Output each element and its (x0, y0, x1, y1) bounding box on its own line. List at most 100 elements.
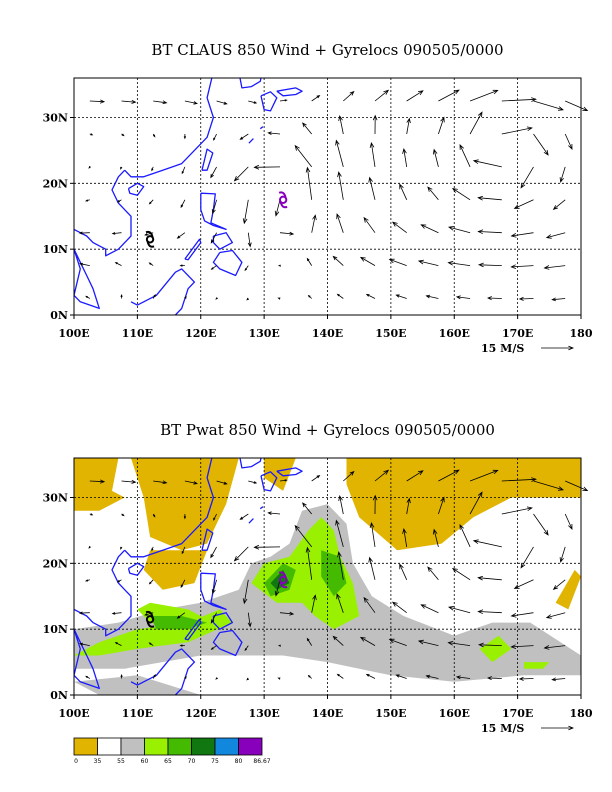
wind-arrow (438, 496, 445, 515)
y-tick-label: 30N (43, 492, 68, 505)
wind-arrow (247, 612, 252, 628)
shade-region (264, 458, 296, 491)
wind-arrow (213, 513, 217, 521)
x-tick-label: 150E (375, 327, 406, 340)
y-tick-label: 30N (43, 112, 68, 125)
wind-arrow (448, 606, 471, 614)
wind-arrow (148, 579, 154, 585)
wind-arrow (180, 199, 186, 209)
wind-arrow (153, 100, 168, 105)
wind-arrow (391, 601, 407, 614)
coastline (239, 458, 262, 469)
x-tick-label: 120E (185, 327, 216, 340)
wind-arrow (279, 611, 295, 616)
wind-arrow (372, 494, 378, 515)
wind-arrow (247, 232, 252, 248)
x-tick-label: 160E (439, 707, 470, 720)
wind-arrow (184, 295, 187, 299)
y-tick-label: 0N (50, 689, 68, 702)
wind-arrow (399, 563, 408, 580)
wind-arrow (455, 675, 471, 680)
colorbar-swatch (167, 737, 192, 756)
colorbar-swatch (73, 737, 98, 756)
wind-arrow (469, 469, 499, 482)
colorbar-label: 0 (74, 758, 78, 765)
wind-arrow (306, 637, 313, 646)
x-tick-label: 140E (312, 327, 343, 340)
wind-arrow (533, 100, 564, 111)
wind-arrow (85, 295, 91, 299)
wind-arrow (545, 232, 566, 239)
wind-arrow (477, 262, 502, 268)
wind-arrow (121, 133, 125, 137)
wind-arrow (253, 544, 281, 550)
wind-arrow (477, 609, 502, 615)
wind-arrow (336, 293, 344, 299)
shade-region (346, 458, 581, 551)
wind-arrow (438, 116, 445, 135)
wind-arrow (510, 644, 534, 649)
wind-arrow (274, 199, 281, 217)
wind-arrow (85, 675, 91, 679)
wind-arrow (176, 232, 186, 239)
coastline (201, 148, 214, 171)
wind-arrow (180, 579, 186, 589)
reference-vector-label: 15 M/S (481, 722, 524, 735)
wind-arrow (565, 100, 589, 111)
wind-arrow (510, 264, 534, 269)
wind-arrow (89, 99, 106, 104)
wind-arrow (425, 294, 439, 299)
wind-arrow (184, 675, 187, 679)
wind-arrow (399, 183, 408, 200)
x-tick-label: 100E (58, 707, 89, 720)
wind-arrow (152, 294, 156, 299)
wind-arrow (277, 644, 282, 647)
reference-vector-arrow (541, 725, 575, 731)
wind-arrow (513, 579, 534, 589)
wind-arrow (306, 257, 313, 266)
wind-arrow (148, 199, 154, 205)
coastline (260, 91, 278, 112)
wind-arrow (152, 513, 156, 518)
wind-arrow (420, 604, 439, 614)
x-tick-label: 170E (502, 327, 533, 340)
wind-arrow (279, 231, 295, 236)
wind-arrow (359, 636, 376, 646)
wind-arrow (388, 638, 407, 646)
wind-arrow (332, 635, 344, 646)
wind-arrow (501, 477, 537, 482)
wind-arrow (469, 491, 483, 515)
wind-arrow (120, 293, 123, 299)
coastline (248, 518, 254, 524)
wind-arrow (153, 480, 168, 485)
wind-arrow (120, 166, 123, 170)
wind-arrow (477, 229, 502, 235)
wind-arrow (472, 539, 502, 548)
wind-arrow (248, 480, 258, 484)
x-tick-label: 160E (439, 327, 470, 340)
wind-arrow (406, 117, 411, 135)
panel-2: BT Pwat 850 Wind + Gyrelocs 090505/0000 1… (43, 421, 593, 765)
wind-arrow (210, 232, 217, 244)
x-tick-label: 170E (502, 707, 533, 720)
colorbar-label: 75 (211, 758, 219, 765)
wind-arrow (417, 259, 439, 266)
shade-region (479, 635, 512, 663)
wind-arrow (311, 475, 321, 482)
wind-arrow (302, 502, 313, 515)
coastline (200, 192, 227, 231)
wind-arrow (472, 159, 502, 168)
colorbar-label: 65 (164, 758, 172, 765)
wind-arrow (369, 521, 376, 547)
reference-vector-label: 15 M/S (481, 342, 524, 355)
wind-arrow (336, 213, 344, 233)
wind-arrow (216, 480, 228, 485)
wind-arrow (363, 596, 376, 613)
x-tick-label: 110E (122, 327, 153, 340)
coastlines (74, 78, 303, 315)
wind-arrow (78, 642, 90, 646)
wind-arrow (565, 480, 589, 491)
wind-arrow (78, 231, 90, 235)
wind-arrow (267, 131, 281, 135)
